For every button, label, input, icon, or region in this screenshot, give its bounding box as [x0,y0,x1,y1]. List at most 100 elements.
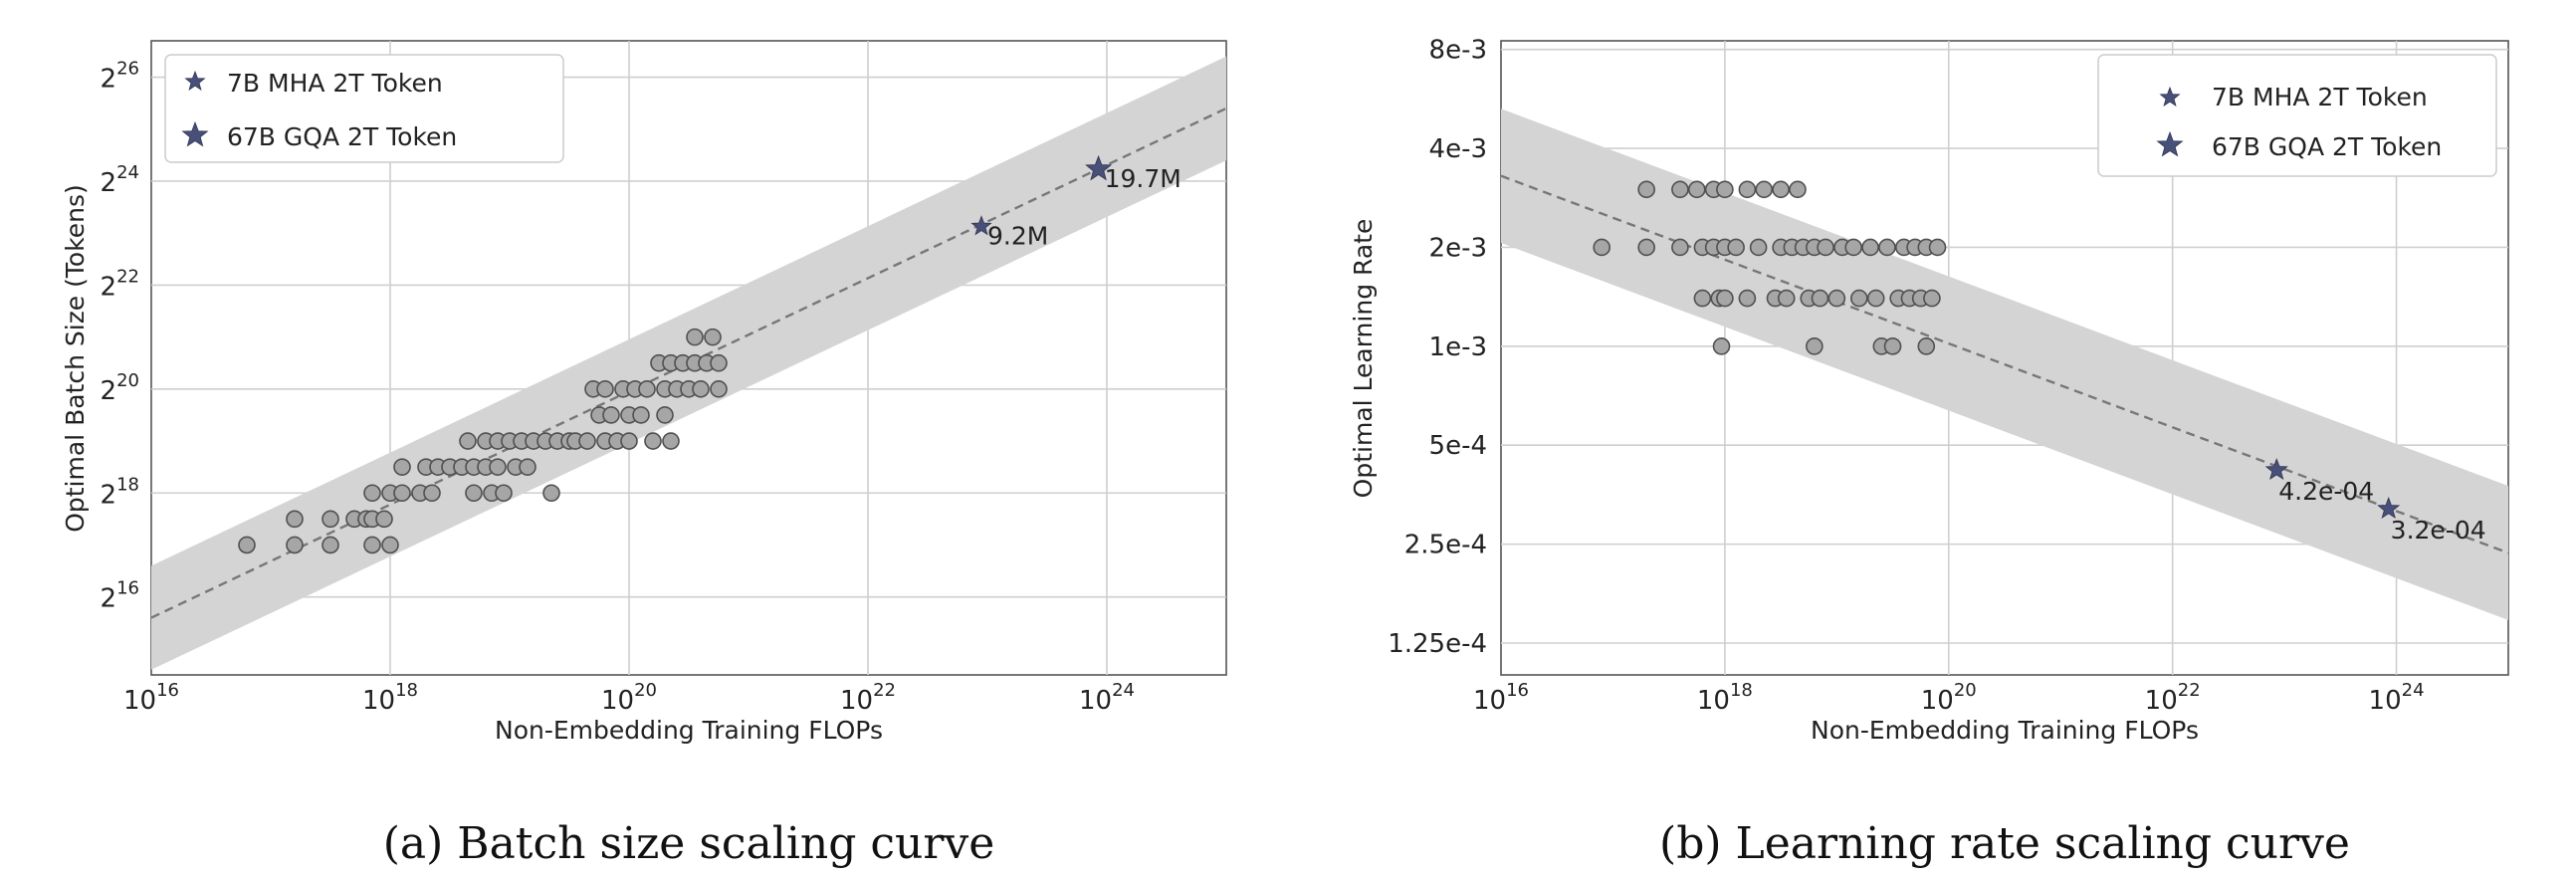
point-a-9 [363,484,381,503]
x-tick-base-b-3: 10 [2145,686,2178,716]
point-b-5 [1687,180,1706,199]
star-label-b-0: 4.2e-04 [2278,477,2374,506]
legend-b: 7B MHA 2T Token 67B GQA 2T Token [2097,54,2497,177]
y-tick-b-5: 2.5e-4 [1404,531,1487,560]
x-tick-exp-a-1: 18 [395,680,418,701]
legend-marker-b-0 [2159,86,2181,108]
point-b-40 [1883,337,1902,355]
y-axis-label-b: Optimal Learning Rate [1349,219,1378,499]
x-tick-exp-b-4: 24 [2402,680,2425,701]
legend-marker-a-1 [181,120,209,147]
point-a-28 [489,458,507,476]
x-tick-a-2: 1020 [601,680,657,716]
x-tick-exp-b-2: 20 [1954,680,1977,701]
x-tick-a-3: 1022 [840,680,896,716]
y-tick-b-1: 4e-3 [1429,134,1487,164]
point-b-37 [1866,289,1885,308]
point-b-11 [1716,180,1734,199]
y-tick-b-3: 1e-3 [1429,332,1487,362]
y-tick-exp-a-2: 20 [116,370,139,391]
point-a-40 [578,432,596,450]
x-tick-b-0: 1016 [1473,680,1529,716]
point-a-0 [238,536,256,554]
point-a-1 [286,536,304,554]
x-tick-b-4: 1024 [2369,680,2425,716]
y-tick-base-a-5: 2 [101,65,117,95]
x-tick-b-2: 1020 [1921,680,1977,716]
point-b-32 [1827,289,1846,308]
x-tick-a-0: 1016 [123,680,179,716]
y-tick-exp-a-4: 24 [116,162,139,183]
point-b-18 [1749,238,1768,257]
point-a-4 [322,510,339,529]
y-tick-a-0: 216 [101,578,139,614]
point-a-63 [692,380,710,398]
point-a-53 [644,432,662,450]
y-tick-b-0: 8e-3 [1429,36,1487,66]
point-a-29 [495,484,513,503]
star-label-a-0: 9.2M [987,221,1048,250]
point-b-48 [1923,289,1941,308]
star-b-0 [2264,458,2288,481]
y-tick-base-a-1: 2 [101,480,117,510]
point-a-21 [459,432,477,450]
point-a-66 [710,353,728,372]
star-label-a-1: 19.7M [1105,164,1181,193]
star-a-1 [1085,154,1113,181]
point-b-25 [1789,180,1807,199]
caption-b: (b) Learning rate scaling curve [1659,818,2350,869]
y-tick-exp-a-5: 26 [116,59,139,80]
x-axis-label-a: Non-Embedding Training FLOPs [495,716,883,745]
x-tick-b-3: 1022 [2145,680,2201,716]
point-a-3 [322,536,339,554]
stars-b: 4.2e-04 3.2e-04 [2264,458,2486,545]
point-a-56 [656,406,674,424]
y-tick-a-2: 220 [101,370,139,406]
y-tick-a-4: 224 [101,162,139,198]
point-b-4 [1671,238,1689,257]
point-a-7 [363,536,381,554]
y-tick-a-3: 222 [101,266,139,302]
y-tick-base-a-3: 2 [101,272,117,302]
legend-star-a-1 [181,120,209,147]
legend-label-b-0: 7B MHA 2T Token [2212,83,2428,111]
point-b-23 [1777,289,1796,308]
point-a-14 [393,458,411,476]
legend-box-b [2097,54,2497,177]
learning-rate-chart: 4.2e-043.2e-04 1016 1018 1020 1022 10248e-34… [1349,36,2509,869]
x-tick-exp-b-3: 22 [2178,680,2201,701]
ticks-b: 1016 1018 1020 1022 10248e-34e-32e-31e-35e-4… [1388,36,2424,716]
y-axis-label-a: Optimal Batch Size (Tokens) [61,184,90,533]
point-b-3 [1671,180,1689,199]
point-b-39 [1878,238,1896,257]
points-b [1593,180,1947,355]
legend-label-a-1: 67B GQA 2T Token [227,122,457,151]
point-a-51 [632,406,650,424]
x-tick-exp-b-0: 16 [1506,680,1529,701]
x-tick-base-a-0: 10 [123,686,156,716]
point-a-68 [662,432,680,450]
fit-line-b [1500,174,2509,554]
point-a-65 [704,328,722,346]
x-tick-base-a-3: 10 [840,686,873,716]
point-a-36 [542,484,560,503]
legend-label-b-1: 67B GQA 2T Token [2212,132,2442,161]
caption-a: (a) Batch size scaling curve [383,818,995,869]
point-a-67 [710,380,728,398]
point-b-21 [1772,180,1790,199]
legend-star-b-1 [2156,130,2184,157]
point-b-19 [1755,180,1774,199]
x-tick-base-a-2: 10 [601,686,634,716]
points-a [238,328,728,554]
point-b-28 [1806,337,1824,355]
point-b-7 [1693,289,1712,308]
point-b-17 [1738,289,1757,308]
y-tick-exp-a-3: 22 [116,266,139,287]
x-tick-base-b-1: 10 [1697,686,1730,716]
x-tick-base-a-1: 10 [362,686,395,716]
y-tick-b-6: 1.25e-4 [1388,629,1487,659]
point-b-0 [1593,238,1610,257]
point-b-49 [1928,238,1947,257]
point-b-46 [1917,337,1936,355]
